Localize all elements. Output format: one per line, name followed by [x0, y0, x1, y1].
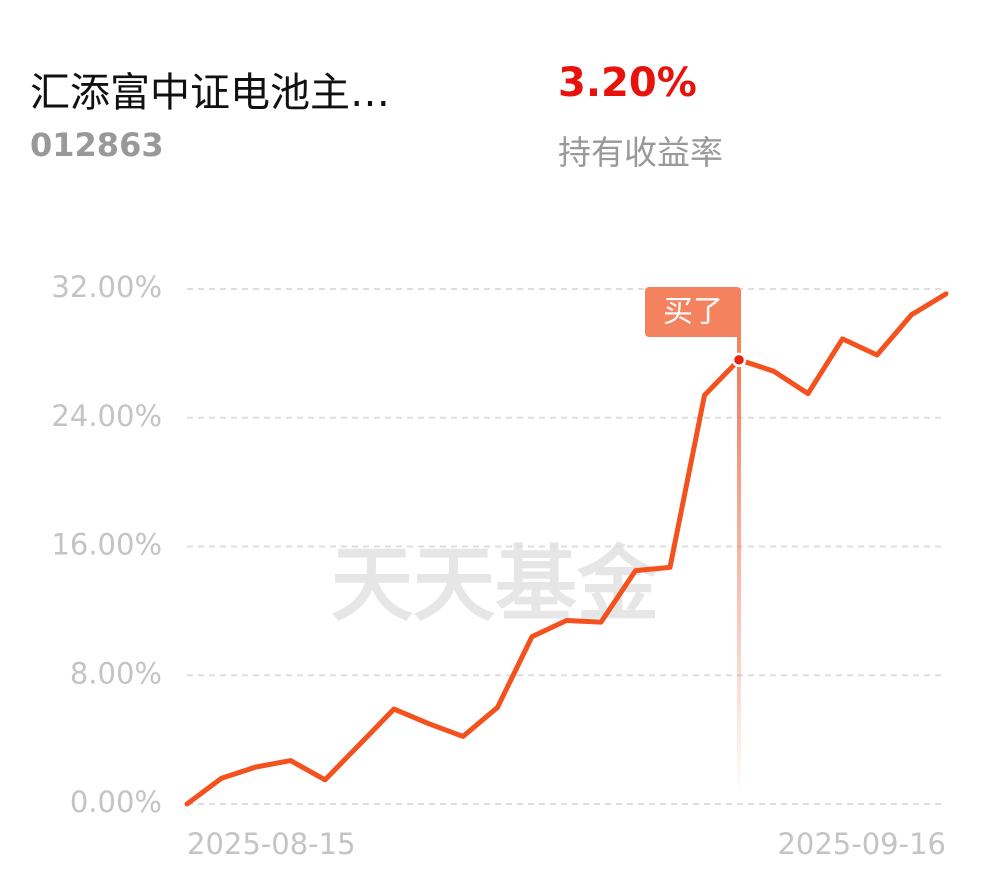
y-tick-label: 24.00% — [51, 399, 162, 433]
y-tick-label: 0.00% — [70, 785, 162, 819]
y-tick-label: 8.00% — [70, 656, 162, 690]
fund-code: 012863 — [30, 126, 164, 164]
return-value: 3.20% — [558, 60, 697, 106]
y-tick-label: 32.00% — [51, 270, 162, 304]
y-tick-label: 16.00% — [51, 528, 162, 562]
buy-label-box — [645, 287, 741, 337]
fund-title: 汇添富中证电池主… — [30, 70, 390, 116]
x-tick-label: 2025-09-16 — [777, 827, 946, 861]
buy-point — [731, 352, 747, 368]
return-label: 持有收益率 — [558, 133, 723, 172]
buy-marker-line — [737, 359, 741, 798]
x-tick-label: 2025-08-15 — [187, 827, 356, 861]
watermark: 天天基金 — [331, 537, 660, 632]
buy-label: 买了 — [663, 295, 723, 330]
series-line — [184, 291, 949, 807]
buy-label-stem — [737, 334, 741, 360]
